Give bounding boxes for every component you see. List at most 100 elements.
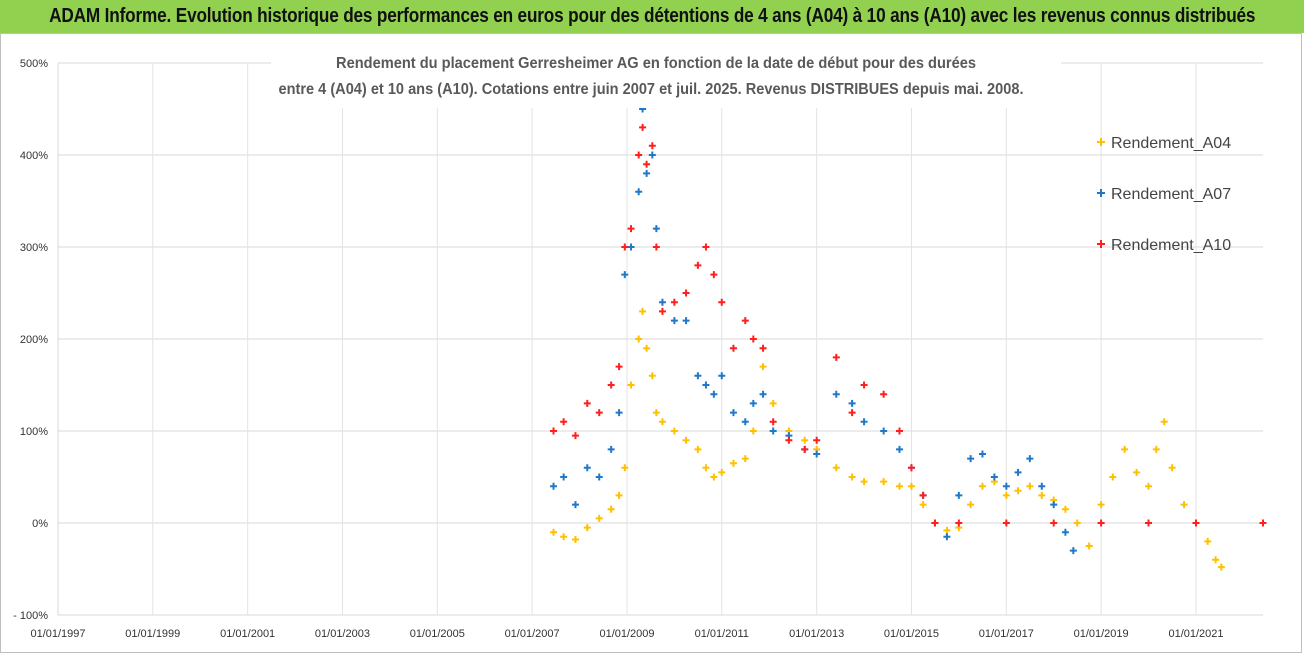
data-point — [1152, 445, 1160, 453]
data-point — [769, 418, 777, 426]
x-axis-labels: 01/01/1997 01/01/1999 01/01/2001 01/01/2003… — [30, 628, 1223, 640]
banner-title: ADAM Informe. Evolution historique des p… — [48, 5, 1256, 27]
data-point — [832, 353, 840, 361]
data-point — [560, 533, 568, 541]
data-point — [670, 317, 678, 325]
data-point — [1002, 519, 1010, 527]
legend-label: Rendement_A07 — [1111, 186, 1231, 203]
data-point — [560, 473, 568, 481]
data-point — [813, 436, 821, 444]
data-point — [694, 372, 702, 380]
data-point — [627, 225, 635, 233]
report-banner: ADAM Informe. Evolution historique des p… — [0, 0, 1304, 33]
data-point — [1097, 501, 1105, 509]
data-point — [621, 243, 629, 251]
data-point — [571, 536, 579, 544]
data-point — [1259, 519, 1267, 527]
data-point — [635, 188, 643, 196]
scatter-chart: - 100%0%100%200%300%400%500% 01/01/1997 0… — [13, 46, 1267, 640]
series-Rendement_A07 — [550, 105, 1077, 555]
y-tick-label: 500% — [20, 58, 48, 70]
data-point — [710, 390, 718, 398]
title-background — [271, 46, 1061, 108]
data-point — [1180, 501, 1188, 509]
x-tick-label: 01/01/1999 — [125, 628, 180, 640]
x-tick-label: 01/01/2009 — [599, 628, 654, 640]
data-point — [550, 528, 558, 536]
legend-marker — [1097, 189, 1105, 197]
data-point — [848, 399, 856, 407]
data-point — [848, 409, 856, 417]
data-point — [1109, 473, 1117, 481]
data-point — [648, 372, 656, 380]
data-point — [1002, 482, 1010, 490]
data-point — [595, 409, 603, 417]
y-tick-label: 300% — [20, 242, 48, 254]
data-point — [759, 344, 767, 352]
y-tick-label: 100% — [20, 426, 48, 438]
data-point — [1145, 482, 1152, 490]
data-point — [658, 307, 666, 315]
legend-marker — [1097, 240, 1105, 248]
series-Rendement_A10 — [550, 123, 1267, 527]
data-point — [583, 524, 591, 532]
data-point — [595, 473, 603, 481]
data-point — [759, 363, 767, 371]
data-point — [729, 459, 737, 467]
data-point — [749, 335, 757, 343]
x-tick-label: 01/01/2007 — [505, 628, 560, 640]
data-point — [1212, 556, 1220, 564]
data-point — [550, 482, 558, 490]
data-point — [813, 450, 821, 458]
data-points — [550, 105, 1267, 571]
data-point — [1061, 528, 1069, 536]
data-point — [1085, 542, 1093, 550]
data-point — [658, 298, 666, 306]
y-tick-label: 400% — [20, 150, 48, 162]
data-point — [729, 344, 737, 352]
data-point — [615, 409, 623, 417]
data-point — [710, 271, 718, 279]
y-tick-label: 200% — [20, 334, 48, 346]
data-point — [749, 427, 757, 435]
data-point — [990, 473, 998, 481]
data-point — [718, 372, 726, 380]
data-point — [1014, 487, 1022, 495]
data-point — [978, 482, 986, 490]
data-point — [1026, 482, 1034, 490]
data-point — [1121, 445, 1129, 453]
data-point — [896, 445, 904, 453]
data-point — [955, 491, 963, 499]
data-point — [702, 381, 710, 389]
data-point — [860, 381, 868, 389]
data-point — [880, 478, 888, 486]
legend-label: Rendement_A04 — [1111, 135, 1231, 152]
data-point — [635, 151, 643, 159]
data-point — [595, 514, 603, 522]
data-point — [652, 225, 660, 233]
legend-item: Rendement_A10 — [1097, 237, 1231, 254]
data-point — [741, 455, 749, 463]
data-point — [832, 464, 840, 472]
data-point — [1038, 482, 1046, 490]
data-point — [967, 455, 975, 463]
data-point — [648, 142, 656, 150]
data-point — [670, 427, 678, 435]
data-point — [801, 445, 809, 453]
series-Rendement_A04 — [550, 307, 1225, 571]
data-point — [801, 436, 809, 444]
data-point — [643, 344, 651, 352]
data-point — [967, 501, 975, 509]
legend-item: Rendement_A07 — [1097, 186, 1231, 203]
data-point — [896, 482, 904, 490]
data-point — [1217, 563, 1225, 571]
x-tick-label: 01/01/2005 — [410, 628, 465, 640]
chart-frame: - 100% 0% 100% 200% 300% 400% 500% 01/01/1997 0… — [0, 33, 1302, 653]
data-point — [1002, 491, 1010, 499]
data-point — [682, 436, 690, 444]
data-point — [643, 160, 651, 168]
data-point — [571, 501, 579, 509]
x-tick-label: 01/01/2019 — [1074, 628, 1129, 640]
data-point — [955, 519, 963, 527]
data-point — [769, 399, 777, 407]
